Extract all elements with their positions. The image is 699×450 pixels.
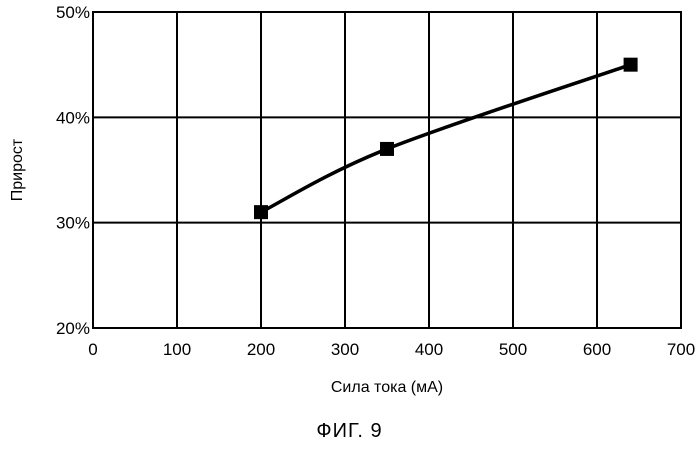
y-tick-label: 30% [56, 214, 90, 233]
series-line [261, 65, 631, 212]
x-tick-label: 200 [247, 340, 275, 359]
figure-caption: ФИГ. 9 [0, 420, 699, 443]
x-tick-labels: 0 100 200 300 400 500 600 700 [88, 340, 695, 359]
data-point-marker [380, 142, 394, 156]
x-tick-label: 400 [415, 340, 443, 359]
x-tick-label: 700 [667, 340, 695, 359]
y-tick-label: 20% [56, 319, 90, 338]
x-tick-label: 300 [331, 340, 359, 359]
y-tick-label: 40% [56, 108, 90, 127]
y-tick-label: 50% [56, 3, 90, 22]
x-tick-label: 100 [163, 340, 191, 359]
grid-lines [93, 12, 681, 328]
plot-frame [93, 12, 681, 328]
x-tick-label: 0 [88, 340, 97, 359]
y-tick-labels: 20% 30% 40% 50% [56, 3, 90, 338]
series-layer [254, 58, 638, 219]
y-axis-label: Прирост [9, 138, 26, 201]
data-point-marker [254, 205, 268, 219]
data-point-marker [624, 58, 638, 72]
x-axis-label: Сила тока (мА) [331, 379, 443, 396]
x-tick-label: 500 [499, 340, 527, 359]
x-tick-label: 600 [583, 340, 611, 359]
